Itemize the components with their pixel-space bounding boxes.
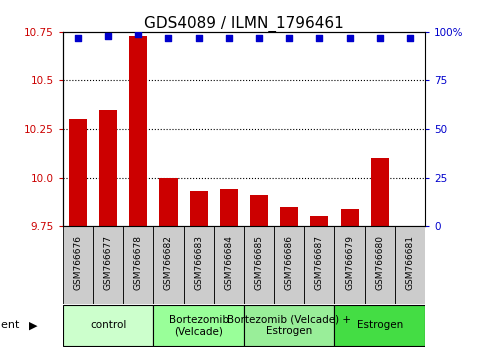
- Text: control: control: [90, 320, 126, 330]
- Text: GSM766678: GSM766678: [134, 235, 143, 290]
- Point: [406, 35, 414, 40]
- Point: [104, 33, 112, 39]
- Point: [134, 31, 142, 36]
- Text: GSM766679: GSM766679: [345, 235, 354, 290]
- Bar: [189, 191, 208, 226]
- Bar: [213, 226, 244, 304]
- Text: GSM766680: GSM766680: [375, 235, 384, 290]
- Bar: [220, 189, 238, 226]
- Bar: [159, 177, 178, 226]
- Bar: [311, 216, 328, 226]
- Point: [74, 35, 82, 40]
- Title: GDS4089 / ILMN_1796461: GDS4089 / ILMN_1796461: [144, 16, 344, 32]
- Bar: [250, 195, 268, 226]
- Point: [315, 35, 323, 40]
- Bar: [304, 226, 334, 304]
- Bar: [129, 36, 147, 226]
- Bar: [244, 305, 334, 346]
- Point: [165, 35, 172, 40]
- Text: GSM766683: GSM766683: [194, 235, 203, 290]
- Text: GSM766682: GSM766682: [164, 235, 173, 290]
- Point: [285, 35, 293, 40]
- Point: [255, 35, 263, 40]
- Point: [195, 35, 202, 40]
- Bar: [154, 226, 184, 304]
- Bar: [99, 109, 117, 226]
- Bar: [184, 226, 213, 304]
- Bar: [395, 226, 425, 304]
- Text: Bortezomib
(Velcade): Bortezomib (Velcade): [169, 315, 228, 336]
- Bar: [334, 226, 365, 304]
- Point: [225, 35, 233, 40]
- Bar: [63, 305, 154, 346]
- Text: Bortezomib (Velcade) +
Estrogen: Bortezomib (Velcade) + Estrogen: [227, 315, 351, 336]
- Bar: [365, 226, 395, 304]
- Bar: [93, 226, 123, 304]
- Bar: [334, 305, 425, 346]
- Text: GSM766686: GSM766686: [284, 235, 294, 290]
- Bar: [154, 305, 244, 346]
- Bar: [123, 226, 154, 304]
- Bar: [341, 209, 358, 226]
- Text: GSM766687: GSM766687: [315, 235, 324, 290]
- Point: [376, 35, 384, 40]
- Bar: [280, 207, 298, 226]
- Text: GSM766677: GSM766677: [103, 235, 113, 290]
- Text: GSM766681: GSM766681: [405, 235, 414, 290]
- Bar: [69, 119, 87, 226]
- Text: GSM766685: GSM766685: [255, 235, 264, 290]
- Bar: [274, 226, 304, 304]
- Text: ▶: ▶: [29, 320, 38, 330]
- Text: GSM766684: GSM766684: [224, 235, 233, 290]
- Text: agent: agent: [0, 320, 19, 330]
- Text: GSM766676: GSM766676: [73, 235, 83, 290]
- Bar: [63, 226, 93, 304]
- Text: Estrogen: Estrogen: [356, 320, 403, 330]
- Point: [346, 35, 354, 40]
- Bar: [371, 158, 389, 226]
- Bar: [244, 226, 274, 304]
